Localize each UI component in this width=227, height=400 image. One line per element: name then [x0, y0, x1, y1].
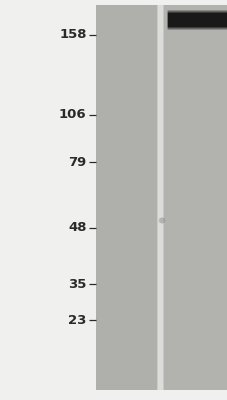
- Text: 35: 35: [68, 278, 86, 290]
- Text: 79: 79: [68, 156, 86, 168]
- Text: 106: 106: [59, 108, 86, 122]
- Text: 48: 48: [68, 222, 86, 234]
- Text: 23: 23: [68, 314, 86, 326]
- Text: 158: 158: [59, 28, 86, 42]
